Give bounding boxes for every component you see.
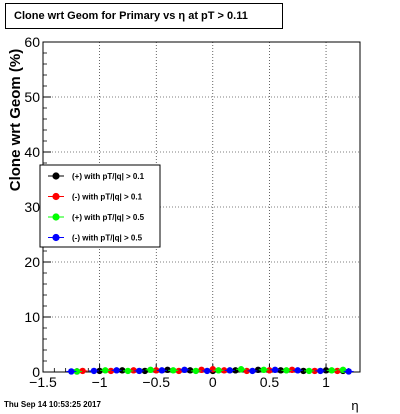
legend-marker bbox=[52, 213, 60, 221]
data-point bbox=[124, 367, 132, 375]
x-axis-label: η bbox=[351, 398, 358, 413]
y-tick-label: 30 bbox=[24, 199, 40, 215]
data-point bbox=[107, 367, 115, 375]
data-point bbox=[79, 367, 86, 375]
data-point bbox=[266, 367, 273, 374]
y-tick-label: 20 bbox=[24, 254, 40, 270]
timestamp: Thu Sep 14 10:53:25 2017 bbox=[4, 400, 101, 409]
data-point bbox=[328, 367, 335, 374]
legend-box bbox=[39, 164, 161, 248]
data-point bbox=[96, 367, 103, 375]
data-point bbox=[186, 367, 194, 374]
legend-marker bbox=[52, 192, 60, 201]
y-tick-label: 40 bbox=[24, 144, 40, 160]
data-point bbox=[158, 367, 166, 374]
data-point bbox=[198, 366, 205, 373]
data-point bbox=[73, 368, 81, 375]
data-point bbox=[136, 367, 143, 375]
data-point bbox=[164, 366, 171, 373]
data-point bbox=[237, 366, 245, 373]
data-point bbox=[345, 368, 352, 375]
data-point bbox=[271, 366, 279, 373]
x-tick-label: 0.5 bbox=[260, 374, 280, 390]
data-point bbox=[102, 367, 109, 374]
data-point bbox=[113, 367, 120, 374]
data-point bbox=[130, 367, 137, 374]
data-point bbox=[209, 366, 217, 373]
chart-title: Clone wrt Geom for Primary vs η at pT > … bbox=[5, 3, 283, 29]
data-point bbox=[181, 366, 188, 373]
data-point bbox=[119, 367, 126, 374]
y-tick-label: 10 bbox=[24, 309, 40, 325]
data-point bbox=[226, 367, 234, 374]
y-tick-label: 0 bbox=[32, 364, 40, 380]
data-points bbox=[66, 366, 354, 375]
data-point bbox=[153, 367, 160, 374]
x-tick-label: −1 bbox=[92, 374, 108, 390]
data-point bbox=[147, 366, 154, 373]
x-tick-label: −1.5 bbox=[29, 374, 57, 390]
axis-ticks: 0 10 20 30 40 50 60 −1.5 −1 −0.5 0 0.5 1 bbox=[24, 34, 361, 390]
data-point bbox=[317, 367, 324, 375]
legend-entry: (+) with pT/|q| > 0.1 bbox=[72, 172, 145, 181]
legend-marker bbox=[52, 172, 60, 180]
data-point bbox=[311, 367, 318, 375]
data-point bbox=[260, 366, 267, 373]
legend-entry: (-) with pT/|q| > 0.5 bbox=[72, 234, 143, 243]
data-point bbox=[220, 367, 228, 374]
data-point bbox=[249, 367, 256, 375]
data-point bbox=[192, 367, 200, 375]
data-point bbox=[288, 366, 296, 373]
data-point bbox=[90, 367, 98, 375]
legend: (+) with pT/|q| > 0.1 (-) with pT/|q| > 0… bbox=[39, 164, 161, 248]
x-tick-label: 1 bbox=[322, 374, 330, 390]
y-tick-label: 60 bbox=[24, 34, 40, 50]
data-point bbox=[305, 367, 313, 375]
data-point bbox=[300, 367, 307, 375]
data-point bbox=[175, 367, 183, 375]
data-point bbox=[283, 367, 290, 374]
y-axis-label: Clone wrt Geom (%) bbox=[7, 49, 24, 192]
data-point bbox=[294, 367, 301, 374]
data-point bbox=[215, 367, 222, 374]
legend-marker bbox=[52, 233, 60, 242]
data-point bbox=[203, 367, 211, 375]
data-point bbox=[277, 367, 284, 374]
data-point bbox=[322, 367, 330, 374]
y-tick-label: 50 bbox=[24, 89, 40, 105]
legend-entry: (+) with pT/|q| > 0.5 bbox=[72, 213, 145, 222]
data-point bbox=[169, 367, 177, 374]
data-point bbox=[339, 366, 347, 373]
legend-entry: (-) with pT/|q| > 0.1 bbox=[72, 193, 143, 202]
x-tick-label: 0 bbox=[209, 374, 217, 390]
data-point bbox=[334, 367, 341, 375]
data-point bbox=[68, 368, 75, 375]
x-tick-label: −0.5 bbox=[142, 374, 170, 390]
